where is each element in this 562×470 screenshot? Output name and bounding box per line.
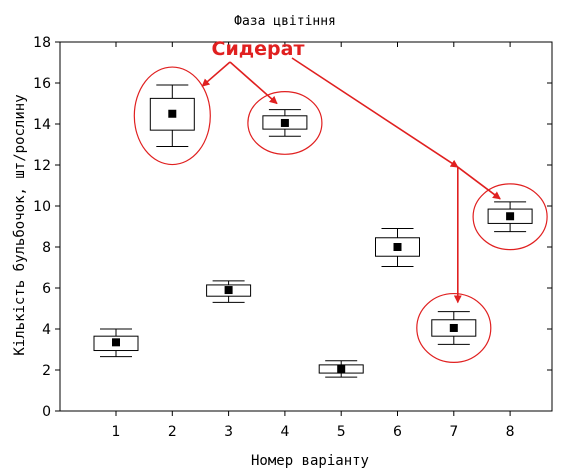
mean-marker [506,212,515,221]
y-tick-label: 4 [42,322,51,338]
y-tick-label: 18 [33,35,51,51]
mean-marker [337,364,346,373]
x-axis-label: Номер варіанту [251,453,369,469]
box-group-7 [431,311,477,345]
y-tick-label: 0 [42,404,51,420]
plot-frame [59,41,553,412]
highlight-ellipse-8 [472,183,548,251]
x-tick-label: 3 [224,424,233,440]
box-group-6 [375,228,420,267]
box-group-8 [487,201,533,233]
x-tick-label: 2 [168,424,177,440]
x-tick-label: 8 [506,424,515,440]
box-group-3 [206,280,252,303]
y-tick-label: 6 [42,281,51,297]
mean-marker [112,338,120,347]
annotation-arrow-8 [457,166,501,200]
mean-marker [168,109,177,118]
annotation-arrow-7-upper [291,57,459,168]
y-tick-label: 14 [33,117,51,133]
box-group-5 [318,360,364,378]
mean-marker [224,286,233,295]
y-tick-label: 2 [42,363,51,379]
mean-marker [449,323,458,332]
annotation-arrow-2 [201,61,231,87]
x-tick-label: 4 [280,424,289,440]
y-tick-label: 12 [33,158,51,174]
box-group-2 [149,84,195,148]
y-tick-label: 8 [42,240,51,256]
highlight-ellipse-4 [247,91,323,155]
y-axis-label: Кількість бульбочок, шт/рослину [12,94,28,355]
x-tick-label: 5 [337,424,346,440]
y-tick-label: 10 [33,199,51,215]
box-group-4 [262,109,308,137]
box-group-1 [93,328,139,358]
annotation-arrow-4 [229,61,278,105]
x-tick-label: 1 [112,424,121,440]
chart-title: Фаза цвітіння [234,14,336,29]
highlight-ellipse-7 [416,292,492,363]
y-tick-label: 16 [33,76,51,92]
annotation-label: Сидерат [212,38,305,60]
x-tick-label: 7 [449,424,458,440]
highlight-ellipse-2 [133,66,211,166]
x-tick-label: 6 [393,424,402,440]
mean-marker [280,118,289,127]
mean-marker [393,243,402,251]
